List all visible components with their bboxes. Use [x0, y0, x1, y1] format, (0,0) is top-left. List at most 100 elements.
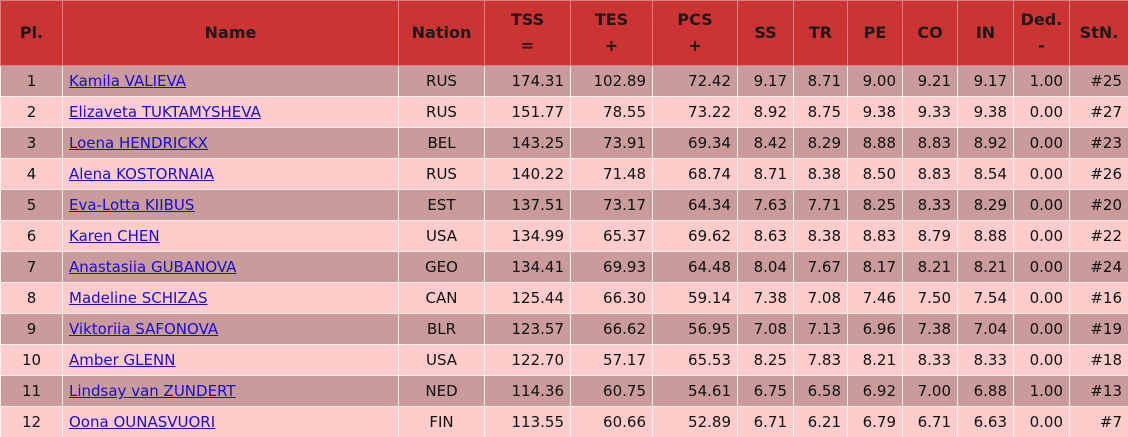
result-row: 10 Amber GLENN USA 122.70 57.17 65.53 8.25 7.83…	[0, 344, 1128, 376]
header-cell: TR	[793, 0, 848, 66]
header-cell: TES +	[570, 0, 653, 66]
cell: 0.00	[1013, 158, 1070, 190]
skater-cell: Karen CHEN	[62, 220, 399, 252]
cell: 1.00	[1013, 375, 1070, 407]
cell: CAN	[398, 282, 485, 314]
skater-link[interactable]: Eva-Lotta KIIBUS	[69, 196, 195, 214]
skater-cell: Elizaveta TUKTAMYSHEVA	[62, 96, 399, 128]
header-text: TR	[808, 23, 833, 42]
skater-link[interactable]: Madeline SCHIZAS	[69, 289, 208, 307]
cell: 8.88	[957, 220, 1014, 252]
cell: 8.29	[793, 127, 848, 159]
cell: 7.00	[902, 375, 958, 407]
cell: FIN	[398, 406, 485, 437]
header-cell: Pl.	[0, 0, 63, 66]
header-cell: CO	[902, 0, 958, 66]
cell: #19	[1069, 313, 1128, 345]
cell: RUS	[398, 96, 485, 128]
header-text: +	[604, 36, 619, 55]
cell: EST	[398, 189, 485, 221]
cell: 0.00	[1013, 344, 1070, 376]
cell: 78.55	[570, 96, 653, 128]
cell: 0.00	[1013, 313, 1070, 345]
cell: 5	[0, 189, 63, 221]
cell: 122.70	[484, 344, 571, 376]
cell: 102.89	[570, 65, 653, 97]
cell: 4	[0, 158, 63, 190]
cell: 6.75	[737, 375, 794, 407]
header-text: IN	[975, 23, 996, 42]
cell: 73.22	[652, 96, 738, 128]
cell: 9.33	[902, 96, 958, 128]
table-body: 1 Kamila VALIEVA RUS 174.31 102.89 72.42 9.17 8…	[0, 65, 1128, 437]
cell: 134.41	[484, 251, 571, 283]
header-cell: PE	[847, 0, 903, 66]
header-text: -	[1038, 36, 1045, 55]
cell: 8.92	[737, 96, 794, 128]
header-text: =	[520, 36, 535, 55]
skater-link[interactable]: Oona OUNASVUORI	[69, 413, 216, 431]
cell: 7.04	[957, 313, 1014, 345]
skater-link[interactable]: Lindsay van ZUNDERT	[69, 382, 236, 400]
skater-link[interactable]: Anastasiia GUBANOVA	[69, 258, 237, 276]
cell: 12	[0, 406, 63, 437]
cell: 7.38	[737, 282, 794, 314]
cell: 8.83	[902, 158, 958, 190]
cell: 7	[0, 251, 63, 283]
cell: 8.83	[847, 220, 903, 252]
skater-link[interactable]: Kamila VALIEVA	[69, 72, 187, 90]
skater-link[interactable]: Karen CHEN	[69, 227, 160, 245]
header-row: Pl. Name Nation TSS = TES + PCS + SS TR PE CO IN Ded. -…	[0, 0, 1128, 66]
skater-link[interactable]: Loena HENDRICKX	[69, 134, 208, 152]
skater-link[interactable]: Amber GLENN	[69, 351, 176, 369]
cell: 0.00	[1013, 189, 1070, 221]
cell: RUS	[398, 65, 485, 97]
header-cell: Nation	[398, 0, 485, 66]
cell: 6	[0, 220, 63, 252]
cell: #16	[1069, 282, 1128, 314]
cell: #20	[1069, 189, 1128, 221]
cell: 9.17	[737, 65, 794, 97]
header-text: TSS	[510, 10, 545, 29]
skater-link[interactable]: Alena KOSTORNAIA	[69, 165, 215, 183]
cell: 7.83	[793, 344, 848, 376]
cell: GEO	[398, 251, 485, 283]
skater-cell: Oona OUNASVUORI	[62, 406, 399, 437]
cell: 7.54	[957, 282, 1014, 314]
cell: 60.66	[570, 406, 653, 437]
cell: 9.38	[847, 96, 903, 128]
cell: 6.92	[847, 375, 903, 407]
cell: 8.17	[847, 251, 903, 283]
cell: #27	[1069, 96, 1128, 128]
header-text: Name	[204, 23, 257, 42]
cell: 113.55	[484, 406, 571, 437]
cell: 65.37	[570, 220, 653, 252]
cell: 7.08	[737, 313, 794, 345]
cell: 6.96	[847, 313, 903, 345]
cell: 68.74	[652, 158, 738, 190]
cell: RUS	[398, 158, 485, 190]
skater-link[interactable]: Elizaveta TUKTAMYSHEVA	[69, 103, 261, 121]
cell: 9.21	[902, 65, 958, 97]
cell: 73.91	[570, 127, 653, 159]
header-text: Ded.	[1020, 10, 1063, 29]
cell: 8.29	[957, 189, 1014, 221]
cell: 1	[0, 65, 63, 97]
cell: 9	[0, 313, 63, 345]
cell: 8.75	[793, 96, 848, 128]
cell: 8.79	[902, 220, 958, 252]
cell: 59.14	[652, 282, 738, 314]
cell: 6.63	[957, 406, 1014, 437]
cell: #18	[1069, 344, 1128, 376]
result-row: 8 Madeline SCHIZAS CAN 125.44 66.30 59.14 7.38…	[0, 282, 1128, 314]
cell: 8.33	[902, 344, 958, 376]
cell: 8.38	[793, 158, 848, 190]
header-text: Nation	[411, 23, 472, 42]
cell: 8.63	[737, 220, 794, 252]
cell: USA	[398, 344, 485, 376]
cell: 69.34	[652, 127, 738, 159]
skater-link[interactable]: Viktoriia SAFONOVA	[69, 320, 219, 338]
result-row: 4 Alena KOSTORNAIA RUS 140.22 71.48 68.74 8.71…	[0, 158, 1128, 190]
